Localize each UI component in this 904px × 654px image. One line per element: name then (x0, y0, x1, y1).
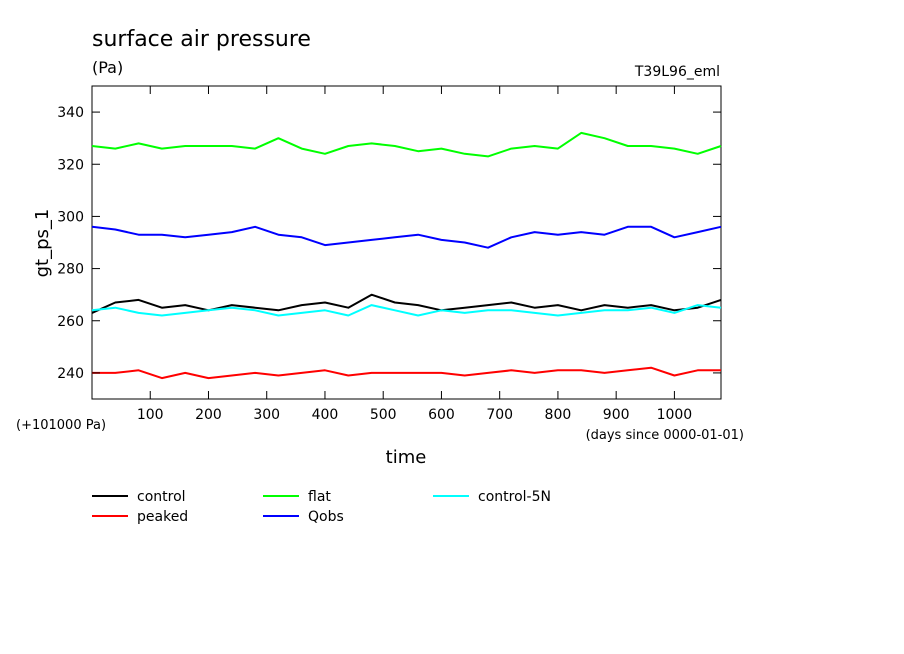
x-tick-label: 700 (486, 407, 513, 423)
series-line-control (91, 293, 722, 314)
x-tick-label: 800 (545, 407, 572, 423)
y-tick-label: 340 (57, 105, 84, 121)
legend-label-peaked: peaked (137, 509, 188, 525)
x-unit-note: (days since 0000-01-01) (586, 428, 744, 443)
y-tick-label: 260 (57, 314, 84, 330)
units-label: (Pa) (92, 58, 123, 77)
y-tick-label: 300 (57, 209, 84, 225)
y-tick-label: 280 (57, 262, 84, 278)
y-tick-label: 320 (57, 157, 84, 173)
y-tick-label: 240 (57, 366, 84, 382)
tick-group: 240 260 280 300 320 340 100 200 300 400 500 600 700 8… (57, 86, 721, 423)
x-tick-label: 300 (253, 407, 280, 423)
x-tick-label: 900 (603, 407, 630, 423)
plot-frame (91, 85, 722, 400)
x-tick-label: 500 (370, 407, 397, 423)
legend-label-qobs: Qobs (308, 509, 344, 525)
series-line-flat (91, 131, 722, 158)
plot-area: 240 260 280 300 320 340 100 200 300 400 500 600 700 8… (57, 85, 722, 423)
legend: control peaked flat Qobs control-5N (92, 489, 551, 525)
legend-label-control-5n: control-5N (478, 489, 551, 505)
chart-title: surface air pressure (92, 27, 311, 52)
series-line-control-5n (91, 304, 722, 317)
x-tick-label: 100 (137, 407, 164, 423)
x-tick-label: 600 (428, 407, 455, 423)
offset-note: (+101000 Pa) (16, 418, 106, 433)
y-axis-label: gt_ps_1 (32, 209, 53, 278)
x-tick-label: 400 (312, 407, 339, 423)
legend-label-flat: flat (308, 489, 331, 505)
legend-label-control: control (137, 489, 186, 505)
series-line-qobs (91, 225, 722, 249)
series-line-peaked (92, 366, 721, 380)
x-axis-label: time (386, 447, 427, 468)
series-group (91, 131, 722, 380)
x-tick-label: 1000 (657, 407, 693, 423)
x-tick-label: 200 (195, 407, 222, 423)
run-label: T39L96_eml (634, 64, 720, 80)
